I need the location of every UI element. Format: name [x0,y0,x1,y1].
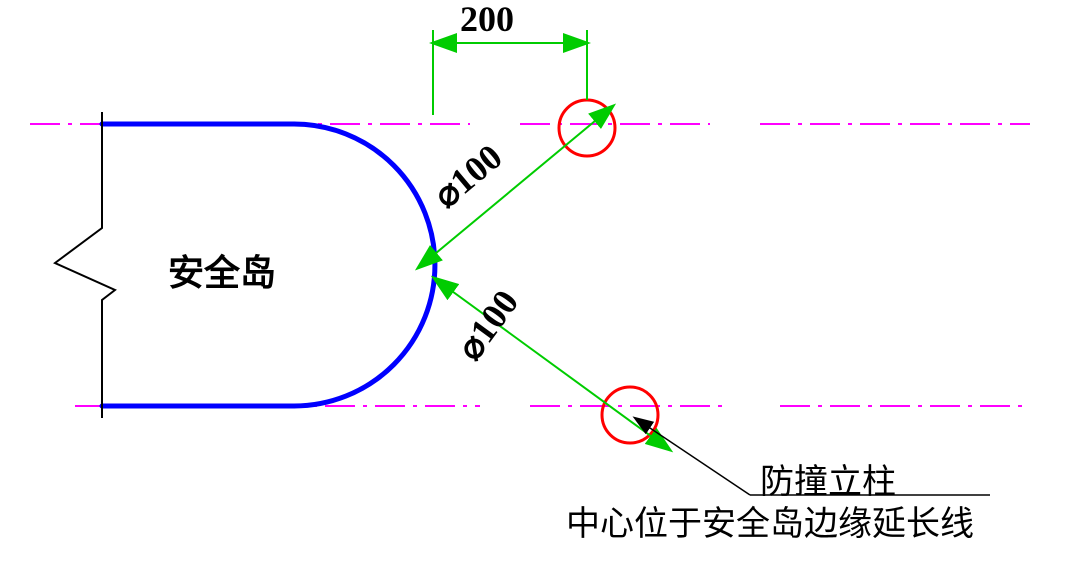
dimension-200 [433,30,587,115]
dimension-200-label: 200 [460,0,514,40]
bollard-circles [559,100,658,443]
safety-island-label: 安全岛 [168,244,276,296]
break-line [55,112,115,418]
annotation-line2: 中心位于安全岛边缘延长线 [566,496,974,545]
